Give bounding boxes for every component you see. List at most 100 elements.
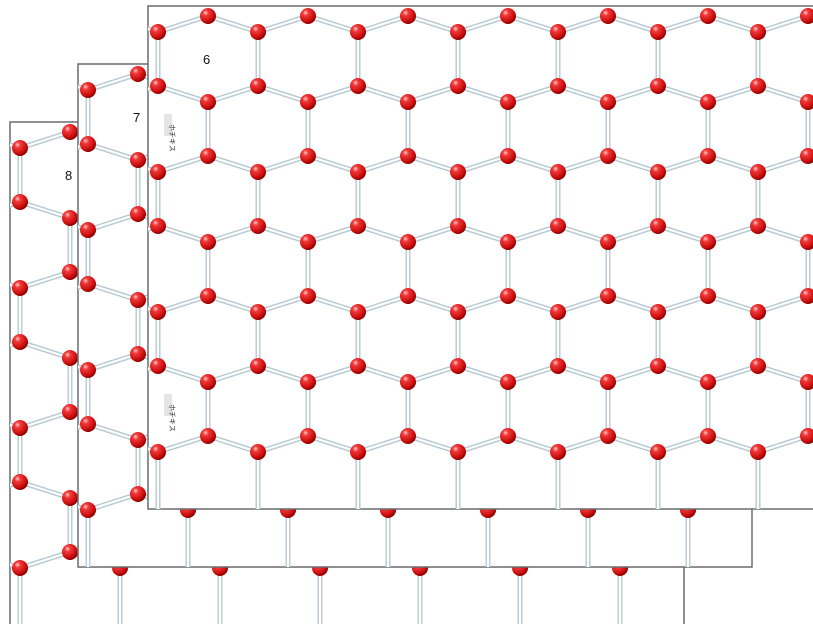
bond-inner <box>157 364 209 384</box>
atom <box>550 24 566 40</box>
bond-inner <box>19 480 71 500</box>
bond-inner <box>257 154 309 174</box>
atom <box>450 78 466 94</box>
atom <box>350 304 366 320</box>
atom <box>62 404 78 420</box>
atom <box>12 420 28 436</box>
atom <box>600 428 616 444</box>
atom <box>250 444 266 460</box>
atom <box>250 164 266 180</box>
bond-inner <box>607 154 659 174</box>
atom <box>200 234 216 250</box>
bond <box>770 552 813 568</box>
atom <box>750 24 766 40</box>
bond-inner <box>87 212 139 232</box>
bond-inner <box>257 84 309 104</box>
atom <box>150 304 166 320</box>
bond-inner <box>407 154 459 174</box>
atom <box>12 474 28 490</box>
bond-inner <box>457 84 509 104</box>
bond-inner <box>657 434 709 454</box>
bond-inner <box>148 224 159 231</box>
bond-inner <box>8 86 58 102</box>
bond-inner <box>257 294 309 314</box>
bond-inner <box>657 154 709 174</box>
atom <box>130 432 146 448</box>
bond-inner <box>557 14 609 34</box>
atom <box>350 24 366 40</box>
bond-inner <box>19 200 71 220</box>
atom <box>300 148 316 164</box>
atom <box>200 428 216 444</box>
bond-inner <box>78 422 89 429</box>
bond-inner <box>78 142 89 149</box>
bond-inner <box>207 294 259 314</box>
staple-mark <box>164 114 172 136</box>
bond-inner <box>78 85 89 92</box>
atom <box>450 444 466 460</box>
bond-inner <box>87 422 139 442</box>
atom <box>150 444 166 460</box>
atom <box>80 362 96 378</box>
atom <box>80 416 96 432</box>
bond-inner <box>357 84 409 104</box>
atom <box>800 374 813 390</box>
bond-inner <box>0 74 38 90</box>
bond-inner <box>257 14 309 34</box>
bond-inner <box>607 14 659 34</box>
atom <box>600 94 616 110</box>
bond-inner <box>157 434 209 454</box>
atom <box>550 78 566 94</box>
bond <box>0 74 38 90</box>
atom <box>700 8 716 24</box>
bond-inner <box>10 200 21 207</box>
bond-inner <box>357 294 409 314</box>
atom <box>762 544 778 560</box>
bond-inner <box>707 224 759 244</box>
bond-inner <box>157 294 209 314</box>
bond-inner <box>78 505 89 512</box>
atom <box>700 94 716 110</box>
bond-inner <box>707 154 759 174</box>
atom <box>350 444 366 460</box>
bond-inner <box>407 434 459 454</box>
bond-inner <box>757 364 809 384</box>
bond-inner <box>757 14 809 34</box>
atom <box>250 304 266 320</box>
bond <box>8 86 58 102</box>
bond-inner <box>10 423 21 430</box>
atom <box>62 264 78 280</box>
bond-inner <box>557 294 609 314</box>
atom <box>500 428 516 444</box>
atom <box>700 288 716 304</box>
bond-inner <box>407 14 459 34</box>
atom <box>550 444 566 460</box>
atom <box>350 358 366 374</box>
atom <box>750 444 766 460</box>
bond-inner <box>457 434 509 454</box>
atom <box>80 222 96 238</box>
atom <box>550 358 566 374</box>
atom <box>800 428 813 444</box>
bond-inner <box>407 364 459 384</box>
bond-inner <box>207 224 259 244</box>
bond-inner <box>257 364 309 384</box>
bond-inner <box>657 364 709 384</box>
bond-inner <box>507 434 559 454</box>
atom <box>12 560 28 576</box>
bond-inner <box>148 307 159 314</box>
atom <box>150 24 166 40</box>
atom <box>750 218 766 234</box>
atom <box>450 304 466 320</box>
atom <box>600 148 616 164</box>
atom <box>500 288 516 304</box>
atom <box>400 374 416 390</box>
bond-inner <box>557 434 609 454</box>
staple-mark <box>164 394 172 416</box>
bond-inner <box>10 283 21 290</box>
bond-inner <box>87 142 139 162</box>
atom <box>400 288 416 304</box>
bond-inner <box>507 84 559 104</box>
